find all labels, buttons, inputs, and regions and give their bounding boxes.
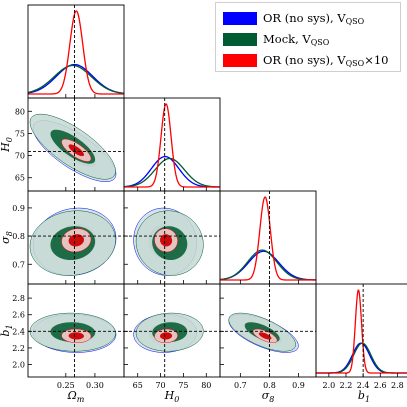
panel-frame: [315, 283, 407, 378]
x-tick-label: 80: [201, 381, 211, 390]
x-axis-label: σ8: [262, 389, 275, 404]
marginal-curve-0: [124, 155, 220, 188]
panel-content: [28, 98, 124, 191]
legend: OR (no sys), VQSO Mock, VQSO OR (no sys)…: [215, 2, 401, 72]
panel-content: [124, 191, 220, 284]
marginal-curve-1: [316, 342, 407, 374]
marginal-curve-2: [220, 196, 316, 281]
x-tick-label: 2.4: [357, 381, 370, 390]
y-tick-label: 2.6: [12, 311, 25, 320]
x-tick-label: 0.25: [57, 381, 75, 390]
legend-label: OR (no sys), VQSO×10: [263, 52, 389, 68]
y-tick-label: 2.8: [12, 294, 25, 303]
panel-content: [28, 191, 124, 284]
y-tick-label: 2.4: [12, 327, 25, 336]
x-tick-label: 2.0: [322, 381, 335, 390]
panel-content: [124, 284, 220, 377]
legend-swatch: [223, 11, 257, 25]
panel-content: [124, 98, 220, 191]
y-tick-label: 2.2: [12, 344, 25, 353]
legend-entry-or-nosys-x10: OR (no sys), VQSO×10: [223, 51, 389, 69]
y-tick-label: 0.8: [12, 232, 25, 241]
y-tick-label: 0.7: [12, 260, 25, 269]
y-axis-label: H0: [0, 137, 14, 153]
marginal-curve-1: [28, 64, 124, 94]
x-tick-label: 0.8: [263, 381, 276, 390]
x-tick-label: 2.2: [340, 381, 353, 390]
legend-swatch: [223, 53, 257, 67]
x-tick-label: 70: [155, 381, 165, 390]
x-tick-label: 0.30: [86, 381, 104, 390]
contour-2-1: [160, 234, 173, 247]
panel-content: [28, 5, 124, 98]
y-axis-label: b1: [0, 324, 14, 336]
x-tick-label: 2.8: [391, 381, 404, 390]
legend-entry-or-nosys: OR (no sys), VQSO: [223, 9, 364, 27]
contour-2-1: [68, 144, 84, 157]
y-tick-label: 2.0: [12, 361, 25, 370]
y-tick-label: 0.9: [12, 204, 25, 213]
marginal-curve-1: [124, 157, 220, 188]
panel-content: [220, 191, 316, 284]
legend-entry-mock: Mock, VQSO: [223, 30, 329, 48]
marginal-curve-2: [28, 10, 124, 95]
panel-content: [316, 284, 407, 377]
panel-content: [220, 284, 316, 377]
panel-content: [28, 284, 124, 377]
marginal-curve-1: [220, 249, 316, 281]
x-tick-label: 0.9: [292, 381, 305, 390]
legend-label: Mock, VQSO: [263, 31, 330, 47]
marginal-curve-2: [316, 289, 407, 374]
y-tick-label: 65: [15, 174, 25, 183]
marginal-curve-0: [316, 342, 407, 374]
y-tick-label: 75: [15, 129, 25, 138]
x-axis-label: H0: [164, 389, 180, 404]
x-tick-label: 75: [178, 381, 188, 390]
marginal-curve-0: [28, 63, 124, 94]
x-tick-label: 65: [133, 381, 143, 390]
contour-2-1: [160, 332, 173, 340]
y-axis-label: σ8: [0, 231, 14, 244]
x-tick-label: 0.7: [234, 381, 247, 390]
x-tick-label: 2.6: [374, 381, 387, 390]
legend-label: OR (no sys), VQSO: [263, 10, 365, 26]
y-tick-label: 80: [15, 107, 25, 116]
x-axis-label: Ωm: [67, 389, 85, 404]
panel-frame: [27, 4, 125, 99]
marginal-curve-2: [124, 103, 220, 188]
x-axis-label: b1: [358, 389, 370, 404]
contour-2-1: [68, 234, 84, 247]
legend-swatch: [223, 32, 257, 46]
y-tick-label: 70: [15, 152, 25, 161]
contour-2-1: [258, 332, 272, 340]
contour-2-1: [68, 332, 84, 340]
